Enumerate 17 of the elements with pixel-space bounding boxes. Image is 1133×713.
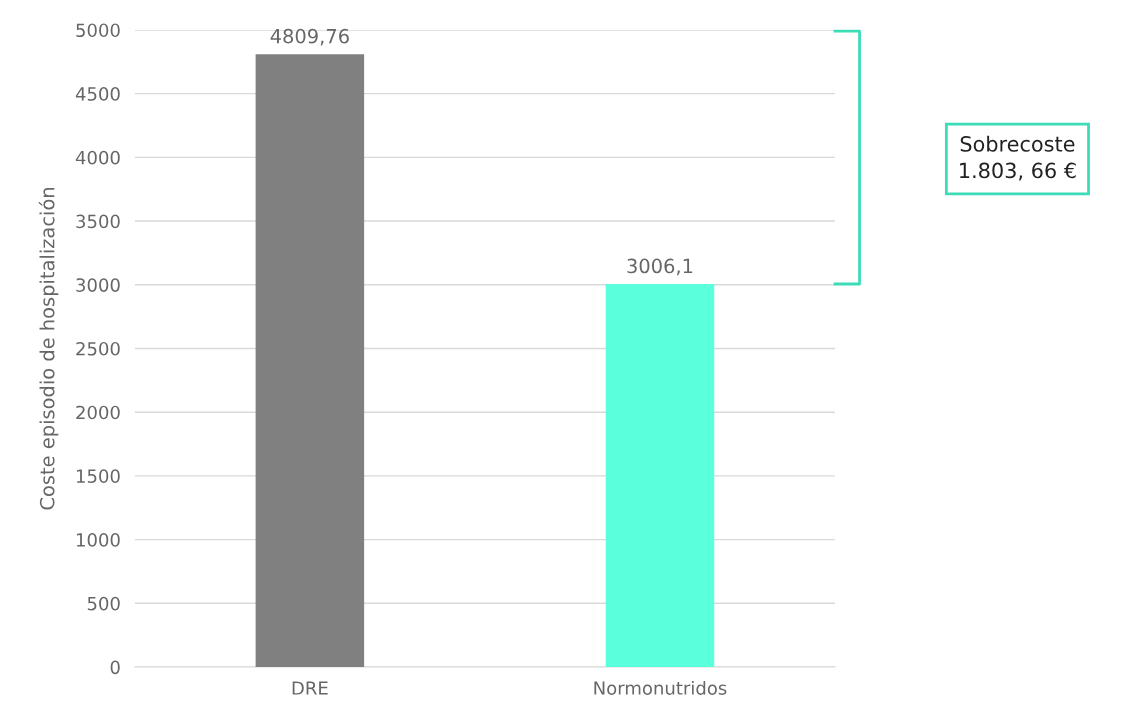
y-tick-label: 4500: [75, 87, 120, 101]
data-label: 4809,76: [270, 28, 349, 46]
y-tick-label: 0: [110, 660, 120, 675]
x-tick-label: DRE: [292, 681, 328, 695]
y-tick-label: 1000: [76, 533, 120, 547]
y-tick-label: 1500: [76, 469, 120, 484]
y-tick-label: 3000: [76, 278, 120, 292]
y-axis-title: Coste episodio de hospitalización: [38, 187, 59, 510]
text: Sobrecoste 1.803, 66 €: [960, 135, 1076, 181]
y-tick-label: 3500: [76, 214, 120, 229]
y-tick-label: 2000: [76, 405, 120, 420]
y-tick-label: 5000: [76, 23, 120, 38]
y-tick-label: 2500: [76, 341, 120, 356]
data-label: 3006,1: [627, 258, 693, 276]
y-tick-label: 4000: [75, 150, 120, 165]
x-tick-label: Normonutridos: [594, 680, 727, 695]
y-tick-label: 500: [87, 596, 120, 611]
